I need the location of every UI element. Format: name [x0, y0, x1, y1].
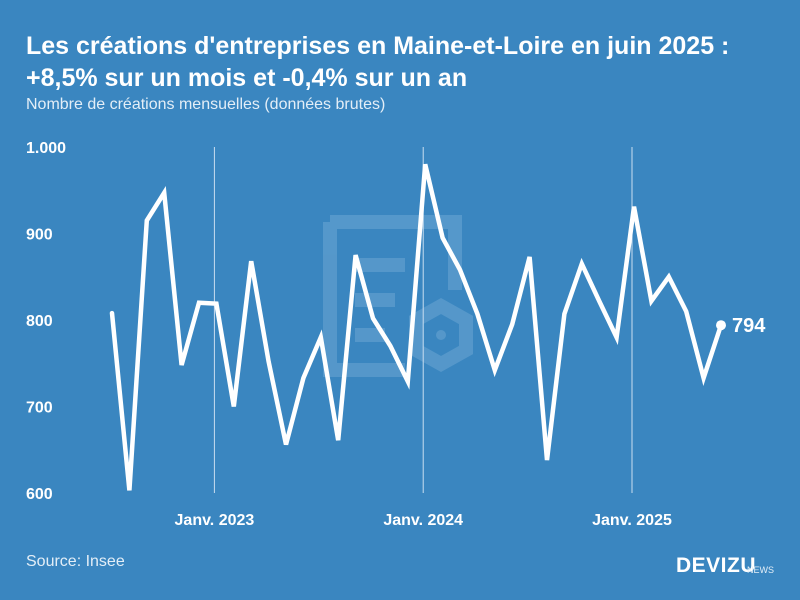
last-point-marker [716, 320, 726, 331]
x-tick-label: Janv. 2024 [383, 512, 463, 529]
y-tick-label: 900 [26, 227, 53, 244]
y-tick-label: 600 [26, 486, 53, 503]
last-value-label: 794 [732, 315, 766, 337]
y-tick-label: 800 [26, 313, 53, 330]
chart-subtitle: Nombre de créations mensuelles (données … [26, 96, 386, 113]
series-line [109, 163, 724, 491]
brand-logo: DEVIZU [676, 554, 757, 577]
chart-title: Les créations d'entreprises en Maine-et-… [26, 30, 786, 94]
title-line-2: +8,5% sur un mois et -0,4% sur un an [26, 64, 468, 92]
brand-logo-suffix: NEWS [747, 565, 774, 575]
y-tick-label: 700 [26, 400, 53, 417]
x-tick-label: Janv. 2025 [592, 512, 672, 529]
title-line-1: Les créations d'entreprises en Maine-et-… [26, 32, 730, 60]
x-tick-label: Janv. 2023 [175, 512, 255, 529]
source-note: Source: Insee [26, 553, 125, 570]
y-tick-label: 1.000 [26, 140, 66, 157]
document-gear-icon [323, 215, 473, 377]
